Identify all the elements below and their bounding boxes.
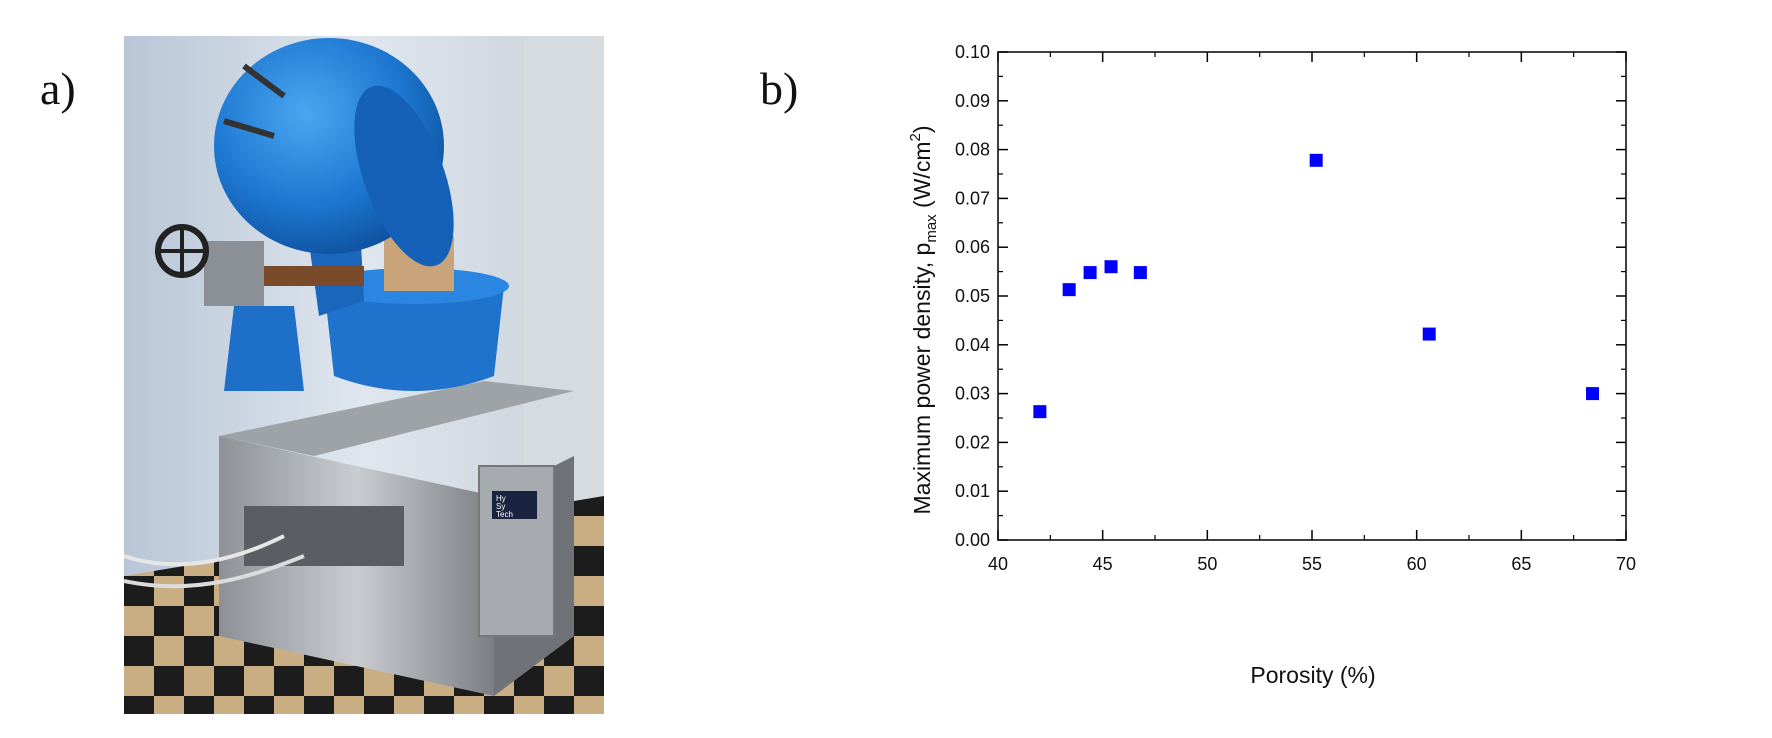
- y-tick-label: 0.09: [955, 91, 990, 111]
- y-tick-label: 0.10: [955, 42, 990, 62]
- plot-frame: [997, 51, 1627, 541]
- data-point: [1033, 405, 1047, 419]
- data-point: [1083, 266, 1097, 280]
- support-stand: [224, 306, 304, 391]
- data-point: [1133, 266, 1147, 280]
- badge-line-2: Sy: [496, 502, 505, 511]
- y-tick-label: 0.02: [955, 432, 990, 452]
- badge-line-1: Hy: [496, 494, 506, 503]
- dome-flange: [354, 85, 454, 267]
- data-point: [1422, 327, 1436, 341]
- wall-right: [524, 36, 604, 506]
- data-point: [1586, 387, 1600, 401]
- y-tick-label: 0.05: [955, 286, 990, 306]
- porosity-power-scatter-chart: 40 45 50 55 60 65 70 0.00 0.01 0.02 0.03 0.04 0.05 0.…: [907, 42, 1636, 688]
- data-point: [1104, 260, 1118, 274]
- lower-vessel: [324, 286, 504, 391]
- y-tick-label: 0.01: [955, 481, 990, 501]
- x-tick-label: 70: [1616, 554, 1636, 574]
- data-point: [1309, 153, 1323, 167]
- gearbox: [204, 241, 264, 306]
- frame-top: [219, 381, 574, 456]
- y-tick-label: 0.00: [955, 530, 990, 550]
- plot-area: 40 45 50 55 60 65 70 0.00 0.01 0.02 0.03 0.04 0.05 0.…: [955, 42, 1636, 574]
- cable: [124, 554, 305, 589]
- control-panel: [244, 506, 404, 566]
- badge-line-3: Tech: [496, 510, 513, 519]
- x-tick-label: 40: [988, 554, 1008, 574]
- x-axis-title: Porosity (%): [1250, 662, 1375, 688]
- panel-label-a: a): [40, 63, 76, 114]
- data-point: [1062, 283, 1076, 297]
- apparatus-photo: Hy Sy Tech: [124, 36, 604, 714]
- y-tick-label: 0.03: [955, 384, 990, 404]
- x-tick-label: 55: [1302, 554, 1322, 574]
- x-tick-label: 50: [1197, 554, 1217, 574]
- x-tick-label: 60: [1407, 554, 1427, 574]
- y-tick-label: 0.07: [955, 188, 990, 208]
- x-tick-label: 45: [1093, 554, 1113, 574]
- x-tick-label: 65: [1511, 554, 1531, 574]
- y-tick-label: 0.08: [955, 140, 990, 160]
- cable: [124, 534, 285, 567]
- y-tick-label: 0.04: [955, 335, 990, 355]
- panel-label-b: b): [760, 63, 799, 114]
- y-tick-label: 0.06: [955, 237, 990, 257]
- door-badge: [492, 491, 537, 519]
- y-axis-title: Maximum power density, pmax (W/cm2): [907, 125, 940, 514]
- hinge-axle: [264, 266, 364, 286]
